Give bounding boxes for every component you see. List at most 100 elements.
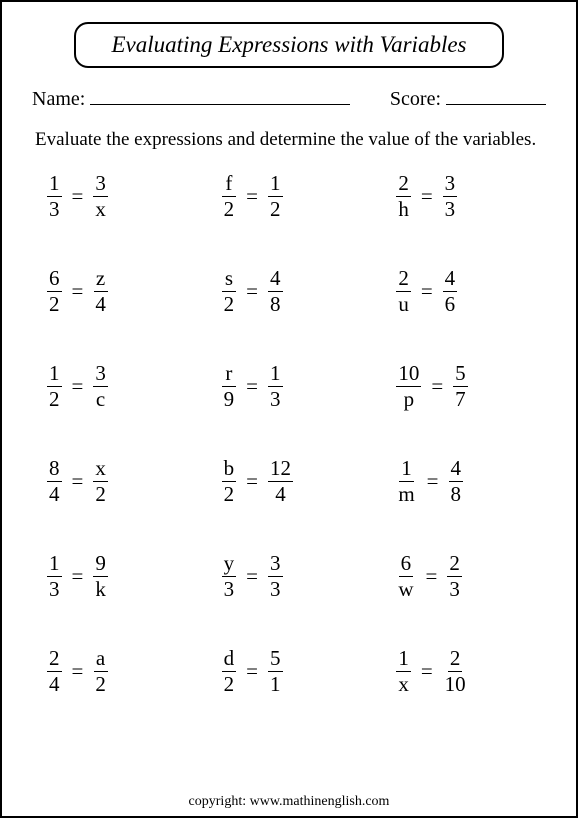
denominator: 2 bbox=[222, 197, 237, 220]
equals-sign: = bbox=[72, 659, 84, 684]
fraction-right: 48 bbox=[449, 458, 464, 505]
numerator: 3 bbox=[268, 553, 283, 577]
denominator: 3 bbox=[447, 577, 462, 600]
numerator: 6 bbox=[399, 553, 414, 577]
instructions-text: Evaluate the expressions and determine t… bbox=[27, 129, 551, 151]
equals-sign: = bbox=[72, 184, 84, 209]
fraction-left: 12 bbox=[47, 363, 62, 410]
problem-item: 12=3c bbox=[32, 363, 197, 410]
fraction-left: y3 bbox=[222, 553, 237, 600]
numerator: 1 bbox=[268, 363, 283, 387]
fraction-left: f2 bbox=[222, 173, 237, 220]
denominator: c bbox=[94, 387, 108, 410]
problem-item: 84=x2 bbox=[32, 458, 197, 505]
denominator: 2 bbox=[222, 292, 237, 315]
numerator: 5 bbox=[453, 363, 468, 387]
numerator: 6 bbox=[47, 268, 62, 292]
worksheet-title: Evaluating Expressions with Variables bbox=[112, 32, 467, 57]
equals-sign: = bbox=[246, 374, 258, 399]
equals-sign: = bbox=[431, 374, 443, 399]
copyright-text: copyright: www.mathinenglish.com bbox=[2, 794, 576, 810]
problems-grid: 13=3xf2=122h=3362=z4s2=482u=4612=3cr9=13… bbox=[27, 173, 551, 695]
denominator: 6 bbox=[443, 292, 458, 315]
problem-item: 6w = 23 bbox=[381, 553, 546, 600]
problem-item: 10p=57 bbox=[381, 363, 546, 410]
fraction-left: b2 bbox=[222, 458, 237, 505]
score-field: Score: bbox=[390, 88, 546, 111]
denominator: 8 bbox=[449, 482, 464, 505]
numerator: 4 bbox=[449, 458, 464, 482]
equals-sign: = bbox=[72, 279, 84, 304]
equals-sign: = bbox=[246, 184, 258, 209]
equals-sign: = bbox=[246, 279, 258, 304]
numerator: x bbox=[93, 458, 108, 482]
score-label: Score: bbox=[390, 88, 441, 110]
numerator: 3 bbox=[443, 173, 458, 197]
numerator: 2 bbox=[396, 268, 411, 292]
fraction-left: 24 bbox=[47, 648, 62, 695]
denominator: 3 bbox=[222, 577, 237, 600]
fraction-right: z4 bbox=[93, 268, 108, 315]
numerator: 10 bbox=[396, 363, 421, 387]
denominator: 2 bbox=[93, 482, 108, 505]
denominator: 3 bbox=[268, 387, 283, 410]
denominator: 4 bbox=[273, 482, 288, 505]
denominator: 4 bbox=[47, 672, 62, 695]
denominator: 3 bbox=[47, 577, 62, 600]
denominator: 7 bbox=[453, 387, 468, 410]
fraction-left: 2h bbox=[396, 173, 411, 220]
numerator: 12 bbox=[268, 458, 293, 482]
denominator: 9 bbox=[222, 387, 237, 410]
problem-item: s2=48 bbox=[207, 268, 372, 315]
fraction-right: 210 bbox=[443, 648, 468, 695]
fraction-right: 46 bbox=[443, 268, 458, 315]
fraction-right: 51 bbox=[268, 648, 283, 695]
denominator: 3 bbox=[268, 577, 283, 600]
denominator: x bbox=[396, 672, 411, 695]
denominator: w bbox=[396, 577, 415, 600]
name-field: Name: bbox=[32, 88, 350, 111]
problem-item: 2u=46 bbox=[381, 268, 546, 315]
numerator: 1 bbox=[396, 648, 411, 672]
problem-item: 1m=48 bbox=[381, 458, 546, 505]
denominator: 2 bbox=[47, 387, 62, 410]
name-score-row: Name: Score: bbox=[27, 88, 551, 111]
problem-item: 62 = z4 bbox=[32, 268, 197, 315]
equals-sign: = bbox=[426, 564, 438, 589]
numerator: 2 bbox=[448, 648, 463, 672]
equals-sign: = bbox=[72, 469, 84, 494]
numerator: 9 bbox=[93, 553, 108, 577]
denominator: 3 bbox=[443, 197, 458, 220]
numerator: 4 bbox=[443, 268, 458, 292]
numerator: 1 bbox=[47, 363, 62, 387]
fraction-right: 9k bbox=[93, 553, 108, 600]
score-blank-line[interactable] bbox=[446, 104, 546, 105]
problem-item: 1x=210 bbox=[381, 648, 546, 695]
denominator: h bbox=[396, 197, 411, 220]
denominator: 4 bbox=[93, 292, 108, 315]
problem-item: 24 = a2 bbox=[32, 648, 197, 695]
fraction-right: 33 bbox=[443, 173, 458, 220]
fraction-left: 13 bbox=[47, 173, 62, 220]
fraction-left: 1m bbox=[396, 458, 416, 505]
name-blank-line[interactable] bbox=[90, 104, 350, 105]
fraction-right: 3c bbox=[93, 363, 108, 410]
denominator: 10 bbox=[443, 672, 468, 695]
fraction-left: 62 bbox=[47, 268, 62, 315]
numerator: 3 bbox=[93, 173, 108, 197]
denominator: u bbox=[396, 292, 411, 315]
fraction-right: 33 bbox=[268, 553, 283, 600]
fraction-right: 13 bbox=[268, 363, 283, 410]
numerator: y bbox=[222, 553, 237, 577]
fraction-right: 3x bbox=[93, 173, 108, 220]
fraction-right: 23 bbox=[447, 553, 462, 600]
numerator: f bbox=[222, 173, 236, 197]
fraction-right: a2 bbox=[93, 648, 108, 695]
numerator: b bbox=[222, 458, 237, 482]
numerator: 3 bbox=[93, 363, 108, 387]
fraction-right: 124 bbox=[268, 458, 293, 505]
name-label: Name: bbox=[32, 88, 85, 110]
numerator: 4 bbox=[268, 268, 283, 292]
denominator: 2 bbox=[222, 482, 237, 505]
fraction-left: s2 bbox=[222, 268, 237, 315]
